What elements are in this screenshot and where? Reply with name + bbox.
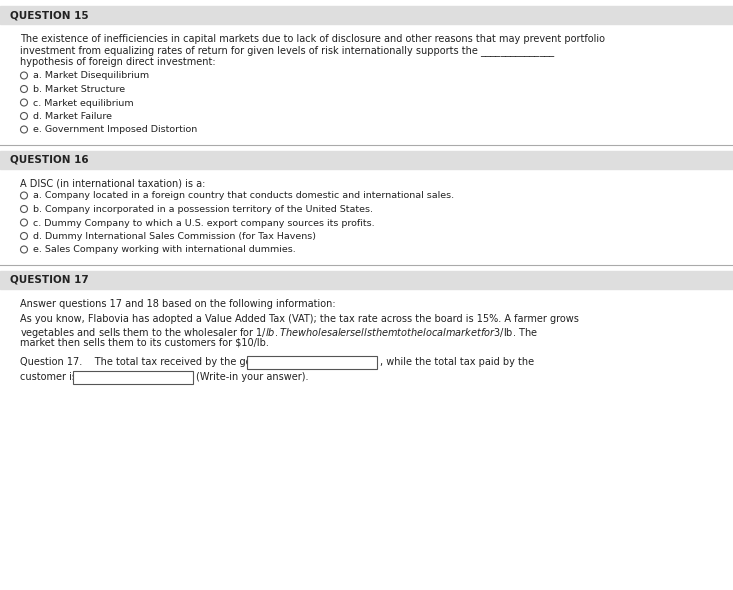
Text: c. Market equilibrium: c. Market equilibrium [33,99,133,107]
Text: (Write-in your answer).: (Write-in your answer). [196,372,308,382]
Text: c. Dummy Company to which a U.S. export company sources its profits.: c. Dummy Company to which a U.S. export … [33,218,375,228]
Circle shape [21,205,28,212]
Text: market then sells them to its customers for $10/lb.: market then sells them to its customers … [20,337,269,348]
Bar [0,271,733,289]
Circle shape [21,126,28,133]
Circle shape [21,113,28,120]
Circle shape [21,232,28,240]
Text: d. Market Failure: d. Market Failure [33,112,112,121]
Circle shape [21,246,28,253]
Text: b. Market Structure: b. Market Structure [33,85,125,94]
Circle shape [21,72,28,79]
Text: vegetables and sells them to the wholesaler for $1/lb.   The wholesaler sells th: vegetables and sells them to the wholesa… [20,326,538,340]
Text: b. Company incorporated in a possession territory of the United States.: b. Company incorporated in a possession … [33,205,373,214]
Circle shape [21,99,28,106]
Text: Question 17.    The total tax received by the government is $: Question 17. The total tax received by t… [20,357,320,367]
Text: The existence of inefficiencies in capital markets due to lack of disclosure and: The existence of inefficiencies in capit… [20,34,605,44]
Bar [247,356,377,369]
Circle shape [21,86,28,93]
Text: investment from equalizing rates of return for given levels of risk internationa: investment from equalizing rates of retu… [20,45,554,57]
Text: QUESTION 15: QUESTION 15 [10,10,89,20]
Text: , while the total tax paid by the: , while the total tax paid by the [380,357,534,367]
Text: A DISC (in international taxation) is a:: A DISC (in international taxation) is a: [20,179,205,189]
Text: a. Company located in a foreign country that conducts domestic and international: a. Company located in a foreign country … [33,192,454,201]
Text: customer is $: customer is $ [20,372,86,382]
Bar [0,151,733,169]
Text: a. Market Disequilibrium: a. Market Disequilibrium [33,71,149,80]
Circle shape [21,192,28,199]
Text: hypothesis of foreign direct investment:: hypothesis of foreign direct investment: [20,57,216,67]
Text: Answer questions 17 and 18 based on the following information:: Answer questions 17 and 18 based on the … [20,299,336,309]
Bar [73,371,193,384]
Text: QUESTION 16: QUESTION 16 [10,155,89,165]
Text: As you know, Flabovia has adopted a Value Added Tax (VAT); the tax rate across t: As you know, Flabovia has adopted a Valu… [20,314,579,325]
Text: d. Dummy International Sales Commission (for Tax Havens): d. Dummy International Sales Commission … [33,232,316,241]
Text: QUESTION 17: QUESTION 17 [10,275,89,285]
Text: e. Sales Company working with international dummies.: e. Sales Company working with internatio… [33,245,295,254]
Bar [0,6,733,24]
Text: e. Government Imposed Distortion: e. Government Imposed Distortion [33,126,197,135]
Circle shape [21,219,28,226]
